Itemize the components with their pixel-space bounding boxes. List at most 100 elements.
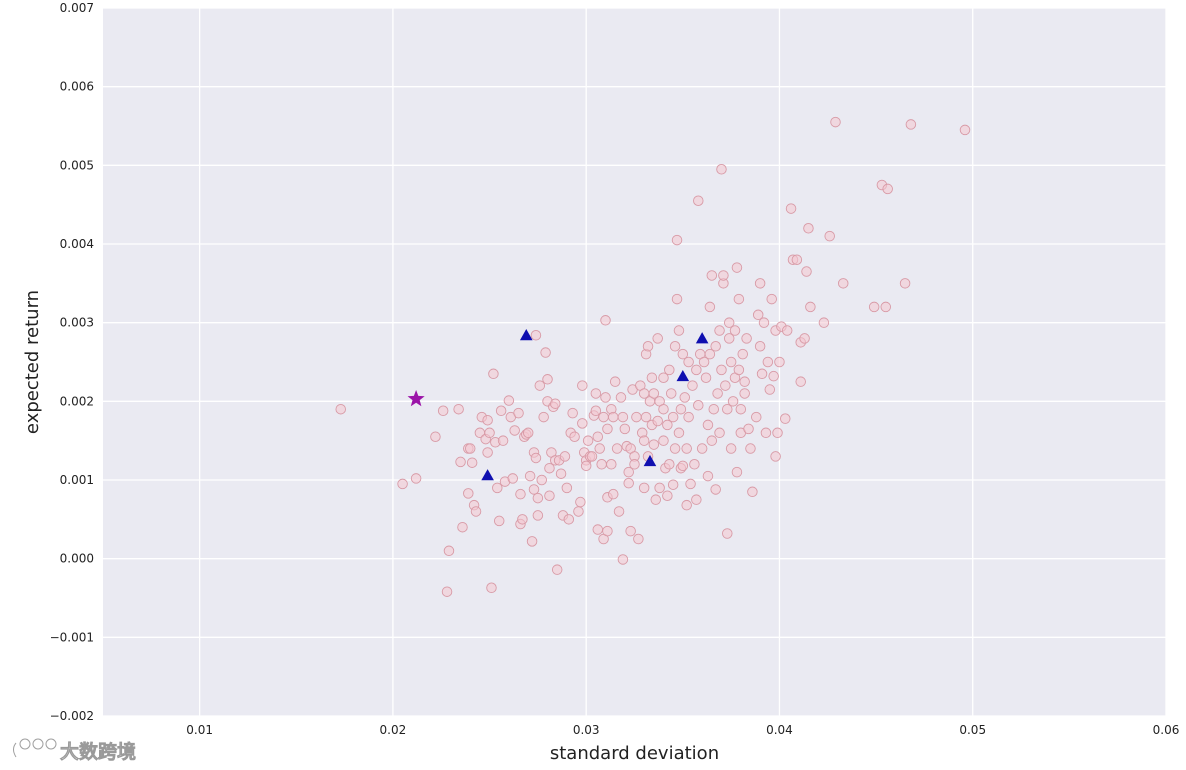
circle-point — [722, 528, 733, 539]
circle-point — [671, 293, 683, 305]
y-tick-label: 0.001 — [60, 473, 94, 487]
circle-point — [646, 372, 658, 383]
circle-point — [658, 403, 669, 415]
circle-point — [681, 443, 692, 454]
circle-point — [683, 411, 694, 423]
circle-point — [592, 431, 604, 442]
circle-point — [665, 388, 677, 399]
circle-point — [648, 388, 660, 399]
plot-area — [103, 8, 1166, 716]
y-tick-label: 0.006 — [60, 80, 94, 94]
circle-point — [959, 124, 971, 136]
circle-point — [652, 333, 663, 344]
circle-point — [770, 451, 781, 462]
circle-point — [530, 452, 542, 464]
circle-point — [702, 419, 714, 431]
circle-point — [706, 270, 718, 281]
circle-point — [526, 536, 538, 547]
triangle-point — [676, 369, 690, 382]
circle-point — [455, 456, 466, 468]
circle-point — [747, 486, 758, 498]
circle-point — [463, 488, 474, 499]
circle-point — [662, 419, 673, 431]
circle-point — [658, 435, 669, 446]
circle-point — [507, 473, 518, 484]
x-tick-label: 0.02 — [380, 723, 407, 737]
y-tick-label: 0.002 — [60, 394, 94, 408]
circle-point — [708, 403, 719, 415]
circle-point — [410, 473, 422, 484]
circle-point — [791, 254, 803, 265]
y-tick-label: 0.005 — [60, 158, 94, 172]
circle-point — [437, 405, 449, 417]
circle-point — [484, 427, 495, 439]
circle-point — [631, 411, 642, 423]
circle-point — [754, 341, 766, 352]
circle-point — [596, 459, 607, 470]
x-tick-label: 0.05 — [959, 723, 986, 737]
circle-point — [868, 301, 880, 313]
circle-point — [559, 451, 571, 462]
circle-point — [714, 325, 725, 336]
circle-point — [600, 392, 611, 403]
triangle-point — [695, 332, 709, 344]
circle-point — [880, 301, 892, 313]
circle-point — [760, 427, 772, 439]
circle-point — [638, 482, 650, 494]
circle-point — [482, 414, 493, 426]
circle-point — [538, 411, 549, 423]
circle-point — [441, 586, 453, 597]
triangle-point — [481, 469, 494, 481]
circle-point — [486, 582, 497, 594]
circle-point — [542, 374, 553, 385]
circle-point — [899, 278, 911, 289]
watermark-logo: 大数跨境 — [12, 737, 136, 763]
circle-point — [567, 407, 578, 419]
circle-point — [617, 554, 629, 565]
circle-point — [756, 368, 768, 380]
circle-point — [774, 356, 785, 368]
circle-point — [795, 376, 806, 387]
star-point — [407, 389, 425, 407]
circle-point — [561, 482, 573, 494]
circle-point — [629, 459, 640, 470]
circle-point — [617, 411, 629, 423]
circle-point — [524, 470, 536, 482]
series-star — [407, 389, 425, 407]
circle-point — [830, 116, 841, 128]
circle-point — [837, 278, 849, 289]
circle-point — [704, 348, 716, 360]
circle-point — [669, 341, 681, 352]
circle-point — [493, 515, 505, 527]
circle-point — [650, 494, 662, 505]
circle-point — [544, 462, 555, 474]
circle-point — [693, 195, 704, 206]
circle-point — [733, 364, 745, 376]
circle-point — [577, 380, 588, 391]
circle-point — [824, 230, 835, 242]
series-circle — [335, 116, 971, 597]
circle-point — [615, 392, 627, 403]
circle-point — [664, 459, 675, 470]
circle-point — [530, 330, 542, 341]
circle-point — [602, 525, 613, 537]
circle-point — [594, 443, 605, 454]
circle-point — [550, 398, 561, 409]
circle-point — [623, 466, 634, 478]
circle-point — [714, 427, 725, 439]
circle-point — [691, 364, 702, 376]
circle-point — [517, 514, 528, 525]
circle-point — [687, 380, 698, 391]
triangle-point — [519, 329, 533, 341]
circle-point — [397, 478, 408, 490]
circle-point — [731, 262, 743, 273]
circle-point — [640, 411, 652, 423]
circle-point — [710, 484, 721, 495]
circle-point — [606, 459, 617, 470]
circle-point — [667, 479, 679, 490]
circle-point — [741, 333, 752, 344]
circle-point — [735, 403, 747, 415]
circle-point — [691, 494, 702, 505]
circle-point — [654, 482, 665, 494]
circle-point — [780, 413, 791, 424]
